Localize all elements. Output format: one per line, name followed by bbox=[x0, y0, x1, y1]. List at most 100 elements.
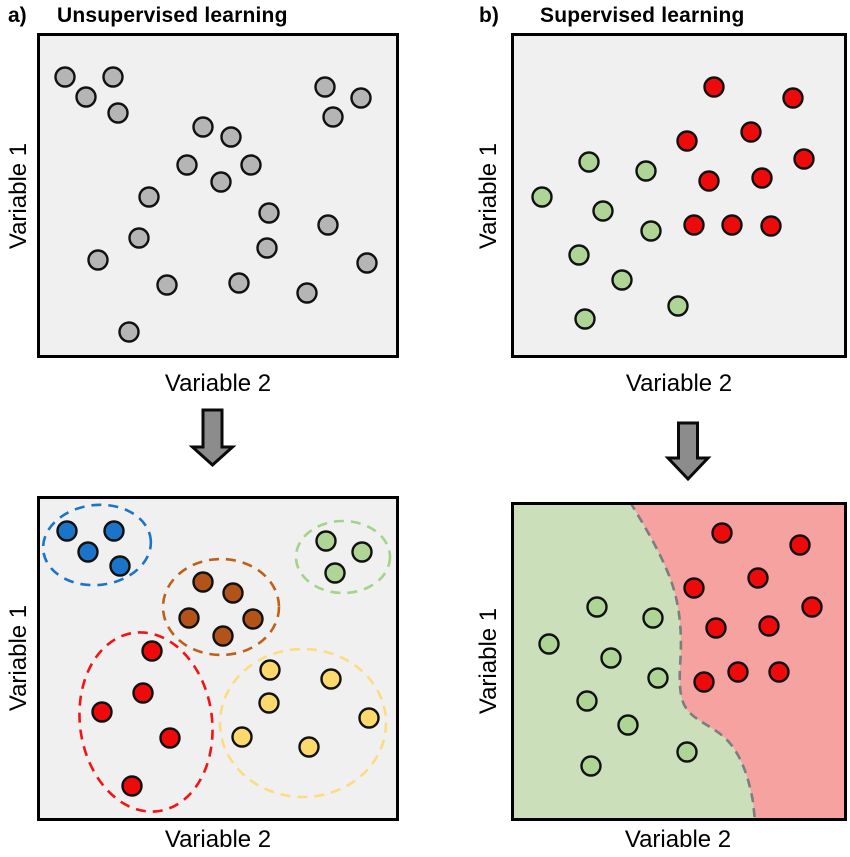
green-data-point bbox=[592, 200, 614, 222]
panel-c-x-axis-label: Variable 2 bbox=[164, 826, 272, 853]
red-data-point bbox=[727, 661, 749, 683]
panel-b-x-axis-label: Variable 2 bbox=[625, 370, 733, 397]
gray-data-point bbox=[350, 87, 372, 109]
gray-data-point bbox=[87, 249, 109, 271]
red-data-point bbox=[703, 76, 725, 98]
panel-d-x-axis-label: Variable 2 bbox=[624, 826, 732, 853]
red-data-point bbox=[698, 170, 720, 192]
gray-data-point bbox=[314, 76, 336, 98]
red-data-point bbox=[683, 214, 705, 236]
gray-data-point bbox=[258, 202, 280, 224]
brown-data-point bbox=[178, 607, 200, 629]
green-data-point bbox=[640, 220, 662, 242]
blue-cluster-ellipse bbox=[41, 503, 153, 587]
red-data-point bbox=[793, 148, 815, 170]
gray-data-point bbox=[54, 66, 76, 88]
panel-a-tag: a) bbox=[8, 4, 27, 27]
down-arrow-icon bbox=[188, 408, 237, 468]
yellow-data-point bbox=[358, 707, 380, 729]
plot-area bbox=[37, 33, 399, 358]
red-data-point bbox=[693, 671, 715, 693]
green-data-point bbox=[574, 308, 596, 330]
red-data-point bbox=[132, 682, 154, 704]
red-data-point bbox=[740, 121, 762, 143]
red-data-point bbox=[747, 567, 769, 589]
yellow-cluster-ellipse bbox=[218, 647, 388, 799]
gray-data-point bbox=[138, 186, 160, 208]
supervised-title: Supervised learning bbox=[540, 4, 745, 27]
green-cluster-ellipse bbox=[294, 519, 392, 595]
green-data-point bbox=[576, 690, 598, 712]
green-data-point bbox=[538, 633, 560, 655]
panel-b-y-axis-label: Variable 1 bbox=[475, 142, 502, 250]
green-data-point bbox=[617, 714, 639, 736]
red-data-point bbox=[159, 727, 181, 749]
gray-data-point bbox=[128, 227, 150, 249]
green-data-point bbox=[600, 647, 622, 669]
brown-data-point bbox=[212, 625, 234, 647]
gray-data-point bbox=[256, 237, 278, 259]
yellow-data-point bbox=[258, 692, 280, 714]
panel-a-x-axis-label: Variable 2 bbox=[164, 370, 272, 397]
red-data-point bbox=[758, 615, 780, 637]
supervised-input-plot bbox=[511, 33, 847, 358]
red-data-point bbox=[801, 596, 823, 618]
gray-data-point bbox=[156, 274, 178, 296]
green-data-point bbox=[635, 160, 657, 182]
red-data-point bbox=[711, 522, 733, 544]
red-data-point bbox=[789, 534, 811, 556]
panel-c-y-axis-label: Variable 1 bbox=[5, 604, 32, 712]
green-data-point bbox=[315, 530, 337, 552]
red-cluster-ellipse bbox=[78, 631, 214, 813]
brown-data-point bbox=[242, 608, 264, 630]
red-data-point bbox=[768, 661, 790, 683]
gray-data-point bbox=[210, 171, 232, 193]
green-data-point bbox=[586, 596, 608, 618]
green-data-point bbox=[667, 295, 689, 317]
gray-data-point bbox=[176, 154, 198, 176]
gray-data-point bbox=[107, 102, 129, 124]
green-data-point bbox=[647, 667, 669, 689]
red-data-point bbox=[683, 577, 705, 599]
plot-border bbox=[511, 502, 847, 821]
brown-data-point bbox=[222, 582, 244, 604]
panel-a-y-axis-label: Variable 1 bbox=[5, 142, 32, 250]
red-data-point bbox=[782, 87, 804, 109]
red-data-point bbox=[121, 775, 143, 797]
red-data-point bbox=[721, 214, 743, 236]
green-class-region bbox=[511, 502, 755, 821]
green-data-point bbox=[324, 562, 346, 584]
blue-data-point bbox=[103, 520, 125, 542]
clustering-result-plot bbox=[37, 496, 399, 821]
green-data-point bbox=[611, 269, 633, 291]
green-data-point bbox=[351, 541, 373, 563]
blue-data-point bbox=[109, 555, 131, 577]
green-data-point bbox=[580, 755, 602, 777]
yellow-data-point bbox=[298, 736, 320, 758]
gray-data-point bbox=[317, 214, 339, 236]
gray-data-point bbox=[220, 126, 242, 148]
gray-data-point bbox=[75, 86, 97, 108]
unsupervised-input-plot bbox=[37, 33, 399, 358]
gray-data-point bbox=[228, 272, 250, 294]
brown-cluster-ellipse bbox=[161, 557, 281, 657]
gray-data-point bbox=[102, 66, 124, 88]
red-data-point bbox=[751, 167, 773, 189]
blue-data-point bbox=[56, 520, 78, 542]
gray-data-point bbox=[356, 252, 378, 274]
red-data-point bbox=[760, 215, 782, 237]
gray-data-point bbox=[296, 282, 318, 304]
gray-data-point bbox=[118, 321, 140, 343]
yellow-data-point bbox=[259, 659, 281, 681]
decision-boundary bbox=[628, 502, 757, 821]
unsupervised-title: Unsupervised learning bbox=[57, 4, 288, 27]
red-data-point bbox=[141, 640, 163, 662]
red-data-point bbox=[91, 701, 113, 723]
brown-data-point bbox=[192, 571, 214, 593]
panel-d-y-axis-label: Variable 1 bbox=[475, 607, 502, 715]
green-data-point bbox=[568, 244, 590, 266]
yellow-data-point bbox=[231, 726, 253, 748]
gray-data-point bbox=[192, 116, 214, 138]
classification-result-plot bbox=[511, 502, 847, 821]
